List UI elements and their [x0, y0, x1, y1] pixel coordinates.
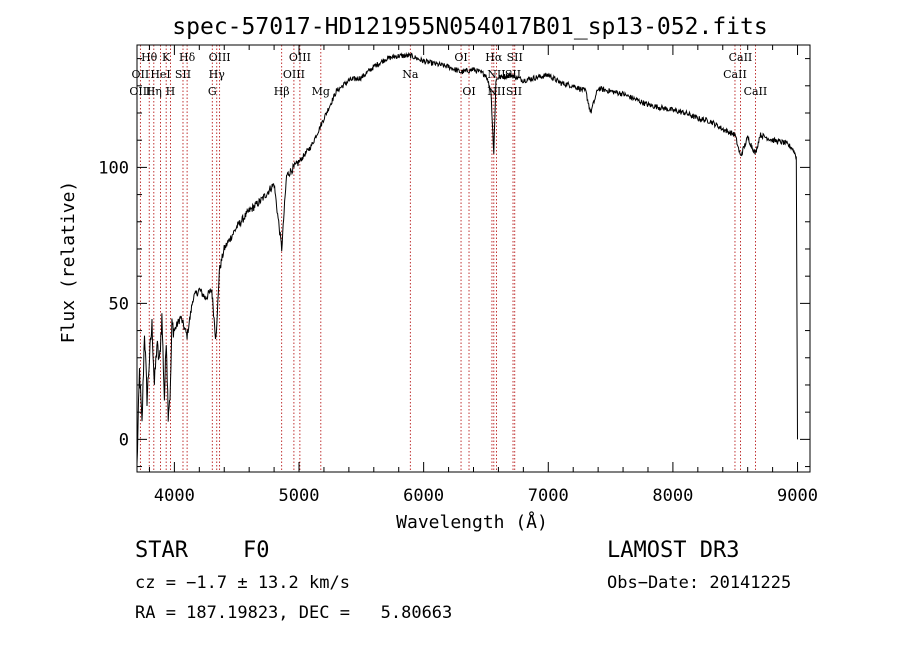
line-label-4: HeI	[150, 68, 170, 81]
line-label-0: Hθ	[141, 51, 158, 64]
redshift-cz: cz = −1.7 ± 13.2 km/s	[135, 573, 350, 593]
x-tick-label-8000: 8000	[652, 486, 693, 506]
line-label-22: SII	[505, 68, 521, 81]
line-label-17: OI	[454, 51, 467, 64]
plot-frame	[136, 44, 811, 473]
line-label-16: Na	[402, 68, 419, 81]
y-axis: 0 50 100	[98, 58, 810, 468]
line-label-19: Hα	[485, 51, 503, 64]
line-label-5: K	[162, 51, 171, 64]
object-type: STAR	[135, 538, 188, 563]
x-tick-label-9000: 9000	[777, 486, 818, 506]
y-axis-label: Flux (relative)	[58, 181, 79, 344]
line-label-26: CaII	[723, 68, 747, 81]
x-tick-label-7000: 7000	[528, 486, 569, 506]
line-label-14: OIII	[283, 68, 305, 81]
line-label-15: Mg	[312, 85, 330, 98]
obs-date: Obs−Date: 20141225	[607, 573, 792, 593]
line-label-10: Hγ	[209, 68, 226, 81]
line-label-23: NII	[487, 85, 505, 98]
line-label-2: OIII	[129, 85, 151, 98]
ra-dec: RA = 187.19823, DEC = 5.80663	[135, 603, 453, 623]
line-label-18: OI	[462, 85, 475, 98]
x-tick-label-5000: 5000	[279, 486, 320, 506]
line-label-27: CaII	[744, 85, 768, 98]
y-tick-label-50: 50	[109, 294, 129, 314]
line-label-25: CaII	[729, 51, 753, 64]
y-tick-label-100: 100	[98, 158, 129, 178]
line-label-11: G	[208, 85, 217, 98]
line-label-6: H	[166, 85, 176, 98]
subclass: F0	[243, 538, 270, 563]
x-axis: 4000 5000 6000 7000 8000 9000	[148, 45, 818, 506]
chart-title: spec-57017-HD121955N054017B01_sp13-052.f…	[172, 14, 767, 40]
line-label-3: Hη	[146, 85, 162, 98]
line-label-12: Hβ	[274, 85, 290, 98]
line-label-20: SII	[507, 51, 523, 64]
y-tick-label-0: 0	[119, 430, 129, 450]
x-axis-label: Wavelength (Å)	[396, 511, 548, 533]
line-label-7: SII	[175, 68, 191, 81]
line-label-1: OII	[132, 68, 150, 81]
line-label-13: OIII	[289, 51, 311, 64]
x-tick-label-4000: 4000	[154, 486, 195, 506]
x-tick-label-6000: 6000	[403, 486, 444, 506]
line-label-24: SII	[506, 85, 522, 98]
line-label-9: OIII	[209, 51, 231, 64]
survey-name: LAMOST DR3	[607, 538, 740, 563]
line-label-8: Hδ	[179, 51, 196, 64]
line-marker-group	[139, 45, 756, 472]
spectrum-line	[136, 51, 798, 464]
